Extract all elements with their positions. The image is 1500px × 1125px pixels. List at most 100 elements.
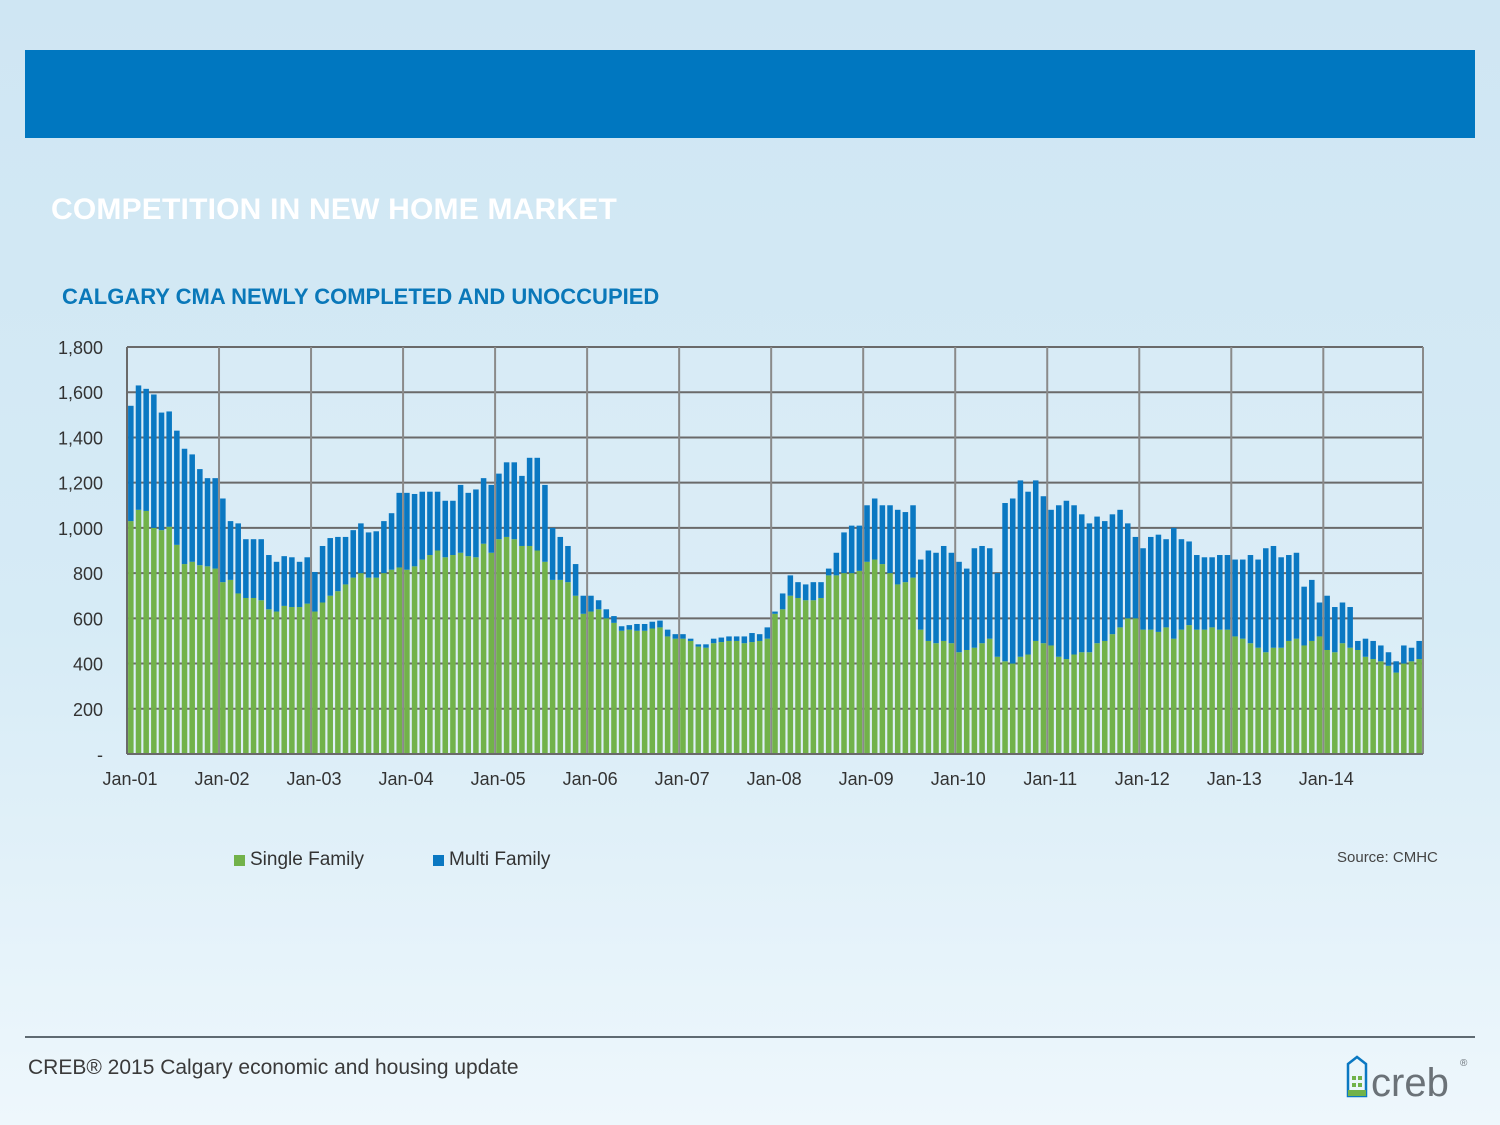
bar-single-family <box>787 595 794 754</box>
bar-single-family <box>212 568 218 754</box>
bar-multi-family <box>1309 579 1315 641</box>
bar-multi-family <box>158 412 165 531</box>
bar-single-family <box>427 555 433 754</box>
bar-single-family <box>1278 647 1284 754</box>
bar-multi-family <box>128 405 134 522</box>
y-tick-label: 1,400 <box>58 428 103 448</box>
bar-multi-family <box>1247 555 1254 644</box>
bar-multi-family <box>1178 539 1185 630</box>
bar-multi-family <box>1232 559 1238 637</box>
bar-single-family <box>572 595 579 754</box>
bar-single-family <box>534 550 541 754</box>
bar-single-family <box>511 539 518 754</box>
bar-single-family <box>1124 618 1131 754</box>
bar-multi-family <box>1408 647 1415 662</box>
bar-multi-family <box>1316 602 1323 637</box>
bar-multi-family <box>871 498 878 560</box>
bar-multi-family <box>1255 559 1261 648</box>
bar-multi-family <box>1055 505 1062 657</box>
bar-multi-family <box>710 638 717 644</box>
bar-single-family <box>557 579 564 754</box>
bar-single-family <box>281 605 287 754</box>
bar-multi-family <box>902 512 909 583</box>
page-title: COMPETITION IN NEW HOME MARKET <box>51 193 617 226</box>
bar-multi-family <box>358 523 364 574</box>
bar-single-family <box>894 584 901 754</box>
bar-multi-family <box>189 454 195 562</box>
bar-multi-family <box>427 491 433 556</box>
bar-multi-family <box>166 411 172 527</box>
bar-multi-family <box>1086 523 1093 653</box>
bar-multi-family <box>1194 555 1200 630</box>
bar-multi-family <box>557 536 564 580</box>
bar-single-family <box>1155 631 1162 754</box>
x-tick-label: Jan-06 <box>563 769 618 789</box>
legend-item-single-family: Single Family <box>234 849 364 871</box>
y-tick-label: 600 <box>73 609 103 629</box>
bar-single-family <box>1232 636 1238 754</box>
header-band <box>25 50 1475 138</box>
bar-multi-family <box>496 473 502 540</box>
y-tick-label: 1,000 <box>58 519 103 539</box>
bar-multi-family <box>664 629 671 637</box>
bar-single-family <box>1217 629 1223 754</box>
bar-multi-family <box>534 457 541 551</box>
bar-single-family <box>1117 627 1123 754</box>
bar-single-family <box>549 579 556 754</box>
bar-multi-family <box>1355 640 1361 650</box>
bar-single-family <box>1017 656 1024 754</box>
bar-single-family <box>1286 640 1292 754</box>
bar-single-family <box>864 561 870 754</box>
bar-multi-family <box>687 638 694 641</box>
bar-multi-family <box>174 430 180 545</box>
bar-single-family <box>925 640 932 754</box>
bar-single-family <box>473 557 479 754</box>
bar-multi-family <box>979 545 985 644</box>
bar-multi-family <box>151 394 157 528</box>
bar-single-family <box>1355 649 1361 754</box>
bar-single-family <box>994 656 1001 754</box>
bar-multi-family <box>197 469 203 566</box>
bar-single-family <box>227 579 234 754</box>
bar-single-family <box>542 561 548 754</box>
bar-single-family <box>335 591 341 754</box>
bar-multi-family <box>1286 555 1292 641</box>
bar-multi-family <box>749 633 755 643</box>
bar-multi-family <box>1132 536 1139 619</box>
bar-single-family <box>1186 625 1192 754</box>
bar-multi-family <box>925 550 932 641</box>
bar-single-family <box>856 570 863 754</box>
bar-single-family <box>764 638 771 754</box>
bar-multi-family <box>680 634 686 639</box>
bar-single-family <box>1163 627 1169 754</box>
bar-single-family <box>143 510 149 754</box>
bar-single-family <box>1209 627 1215 754</box>
bar-multi-family <box>565 545 571 583</box>
bar-multi-family <box>143 388 149 511</box>
bar-single-family <box>695 646 702 754</box>
x-tick-label: Jan-08 <box>747 769 802 789</box>
x-tick-label: Jan-05 <box>471 769 526 789</box>
chart-title: CALGARY CMA NEWLY COMPLETED AND UNOCCUPI… <box>62 284 660 309</box>
bar-single-family <box>342 584 349 754</box>
bar-single-family <box>1240 638 1246 754</box>
bar-multi-family <box>841 532 847 574</box>
bar-single-family <box>948 643 955 754</box>
bar-single-family <box>388 569 395 754</box>
bar-single-family <box>1094 643 1100 754</box>
bar-multi-family <box>1063 500 1070 660</box>
bar-single-family <box>327 595 333 754</box>
bar-multi-family <box>657 620 663 628</box>
stacked-bar-chart: - 200 400 600 800 1,000 1,200 1,400 1,600 1,800 Ja… <box>58 338 1424 789</box>
bar-single-family <box>128 521 134 754</box>
bar-multi-family <box>1124 523 1131 619</box>
bar-multi-family <box>473 489 479 558</box>
bar-multi-family <box>1002 503 1008 662</box>
bar-single-family <box>1362 656 1369 754</box>
bar-multi-family <box>1171 527 1177 639</box>
x-tick-label: Jan-13 <box>1207 769 1262 789</box>
legend-label-single-family: Single Family <box>250 849 365 870</box>
bar-multi-family <box>825 568 832 576</box>
bar-single-family <box>588 611 594 754</box>
bar-multi-family <box>1378 645 1384 662</box>
